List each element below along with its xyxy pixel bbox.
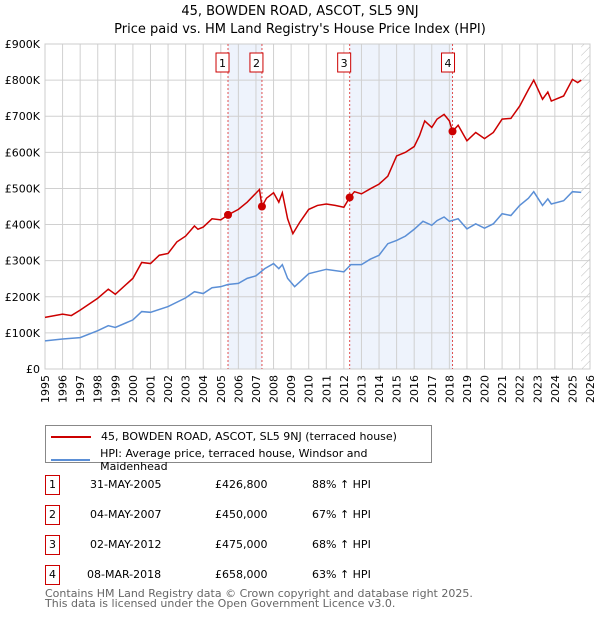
y-tick-label: £300K xyxy=(5,255,41,268)
legend-label: HPI: Average price, terraced house, Wind… xyxy=(100,447,368,473)
x-tick-label: 2012 xyxy=(338,375,351,403)
transaction-date: 31-MAY-2005 xyxy=(90,478,162,491)
x-tick-label: 2005 xyxy=(215,375,228,403)
x-tick-label: 2010 xyxy=(303,375,316,403)
sale-period-shade xyxy=(228,44,262,369)
transaction-date: 02-MAY-2012 xyxy=(90,538,162,551)
legend-label: 45, BOWDEN ROAD, ASCOT, SL5 9NJ (terrace… xyxy=(101,430,397,443)
transaction-hpi-change: 67% ↑ HPI xyxy=(312,508,371,521)
hpi-line xyxy=(44,190,582,342)
y-tick-label: £100K xyxy=(5,327,41,340)
y-tick-label: £900K xyxy=(5,38,41,51)
x-tick-label: 2011 xyxy=(320,375,333,403)
x-tick-label: 2000 xyxy=(127,375,140,403)
y-tick-label: £500K xyxy=(5,182,41,195)
sale-label-box xyxy=(337,52,352,73)
y-tick-label: £200K xyxy=(5,291,41,304)
x-tick-label: 1995 xyxy=(39,375,52,403)
plot-border xyxy=(44,43,591,370)
blue-line-swatch xyxy=(51,459,91,461)
transaction-hpi-change: 63% ↑ HPI xyxy=(312,568,371,581)
x-tick-label: 2014 xyxy=(373,375,386,403)
footer-copyright: Contains HM Land Registry data © Crown c… xyxy=(45,587,473,600)
transaction-number: 2 xyxy=(45,505,60,525)
transaction-date: 04-MAY-2007 xyxy=(90,508,162,521)
x-tick-label: 2020 xyxy=(479,375,492,403)
sale-label-box xyxy=(215,52,230,73)
transaction-price: £475,000 xyxy=(215,538,268,551)
x-tick-label: 2024 xyxy=(549,375,562,403)
x-tick-label: 2015 xyxy=(391,375,404,403)
x-tick-label: 2001 xyxy=(144,375,157,403)
transaction-hpi-change: 88% ↑ HPI xyxy=(312,478,371,491)
transaction-price: £426,800 xyxy=(215,478,268,491)
y-tick-label: £600K xyxy=(5,146,41,159)
property-price-line xyxy=(44,78,582,319)
legend: 45, BOWDEN ROAD, ASCOT, SL5 9NJ (terrace… xyxy=(45,425,432,473)
sale-label-box xyxy=(249,52,264,73)
y-tick-label: £700K xyxy=(5,110,41,123)
x-tick-label: 2023 xyxy=(531,375,544,403)
x-tick-label: 1997 xyxy=(74,375,87,403)
x-tick-label: 2021 xyxy=(496,375,509,403)
x-tick-label: 2004 xyxy=(197,375,210,403)
sale-point xyxy=(448,127,457,136)
sale-point xyxy=(345,193,354,202)
x-tick-label: 2026 xyxy=(584,375,597,403)
transaction-price: £450,000 xyxy=(215,508,268,521)
x-tick-label: 2007 xyxy=(250,375,263,403)
sale-point xyxy=(257,202,266,211)
y-tick-label: £400K xyxy=(5,219,41,232)
legend-item-property: 45, BOWDEN ROAD, ASCOT, SL5 9NJ (terrace… xyxy=(51,430,397,443)
red-line-swatch xyxy=(51,435,91,438)
sale-label: 4 xyxy=(445,57,452,70)
x-tick-label: 2019 xyxy=(461,375,474,403)
x-tick-label: 2025 xyxy=(566,375,579,403)
x-tick-label: 2017 xyxy=(426,375,439,403)
transaction-date: 08-MAR-2018 xyxy=(87,568,162,581)
forecast-hatch xyxy=(581,44,590,369)
transaction-hpi-change: 68% ↑ HPI xyxy=(312,538,371,551)
chart-title: 45, BOWDEN ROAD, ASCOT, SL5 9NJ xyxy=(181,4,419,19)
sale-point xyxy=(224,210,233,219)
y-tick-label: £800K xyxy=(5,74,41,87)
x-tick-label: 2013 xyxy=(355,375,368,403)
price-chart: 1995 1996 1997 1998 1999 2000 2001 2002 2003 2004… xyxy=(5,38,597,403)
x-tick-label: 1996 xyxy=(57,375,70,403)
legend-item-hpi: HPI: Average price, terraced house, Wind… xyxy=(51,447,431,473)
sale-label: 3 xyxy=(341,57,348,70)
x-tick-label: 2022 xyxy=(514,375,527,403)
x-tick-label: 2008 xyxy=(268,375,281,403)
chart-subtitle: Price paid vs. HM Land Registry's House … xyxy=(114,22,486,37)
transaction-price: £658,000 xyxy=(215,568,268,581)
sale-label: 1 xyxy=(219,57,226,70)
sale-label-box xyxy=(441,52,456,73)
footer: Contains HM Land Registry data © Crown c… xyxy=(45,587,473,610)
x-tick-label: 1998 xyxy=(92,375,105,403)
transaction-number: 4 xyxy=(45,565,60,585)
x-tick-label: 2002 xyxy=(162,375,175,403)
y-tick-label: £0 xyxy=(26,363,40,376)
x-tick-label: 2009 xyxy=(285,375,298,403)
x-tick-label: 2003 xyxy=(180,375,193,403)
sale-period-shade xyxy=(349,44,453,369)
sale-label: 2 xyxy=(253,57,260,70)
x-tick-label: 2018 xyxy=(443,375,456,403)
x-tick-label: 2016 xyxy=(408,375,421,403)
x-tick-label: 1999 xyxy=(109,375,122,403)
x-tick-label: 2006 xyxy=(232,375,245,403)
transaction-number: 3 xyxy=(45,535,60,555)
transaction-number: 1 xyxy=(45,475,60,495)
footer-licence: This data is licensed under the Open Gov… xyxy=(45,597,396,610)
